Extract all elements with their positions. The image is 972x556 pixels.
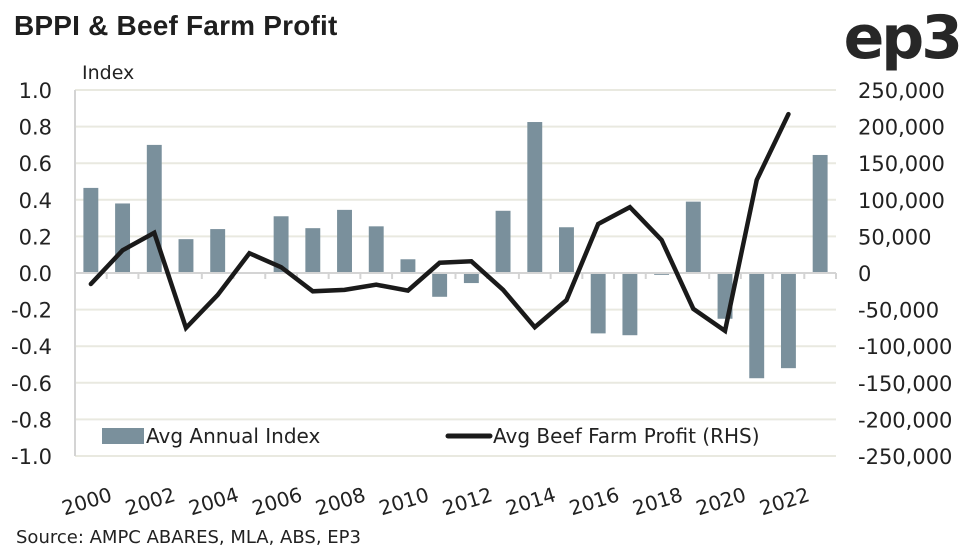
- right-tick-label: 50,000: [858, 225, 931, 249]
- source-note: Source: AMPC ABARES, MLA, ABS, EP3: [16, 527, 361, 548]
- axes: [74, 90, 837, 456]
- bar-2001: [115, 203, 131, 273]
- left-tick-label: -0.2: [11, 299, 52, 323]
- x-tick-label: 2016: [566, 482, 622, 520]
- x-tick-label: 2008: [313, 482, 369, 520]
- right-tick-label: -50,000: [858, 299, 939, 323]
- right-tick-label: 200,000: [858, 116, 945, 140]
- left-axis-ticks: 1.0 0.8 0.6 0.4 0.2 0.0 -0.2 -0.4 -0.6 -0.8 -1.0: [11, 79, 52, 469]
- right-axis-ticks: 250,000 200,000 150,000 100,000 50,000 0 -50,0…: [858, 79, 952, 469]
- bar-2007: [305, 228, 321, 273]
- bar-2016: [590, 273, 606, 334]
- left-axis-title: Index: [82, 62, 134, 84]
- bar-2012: [463, 273, 479, 284]
- bar-series: [83, 122, 828, 379]
- legend-bar-swatch: [102, 428, 144, 444]
- left-tick-label: 0.2: [19, 225, 52, 249]
- bar-2006: [273, 216, 289, 273]
- line-series: [88, 111, 791, 335]
- bar-2013: [495, 210, 511, 273]
- x-tick-label: 2020: [693, 482, 749, 520]
- legend: Avg Annual Index Avg Beef Farm Profit (R…: [102, 424, 760, 448]
- bar-2022: [780, 273, 796, 369]
- bar-2000: [83, 187, 99, 273]
- x-tick-label: 2022: [757, 482, 813, 520]
- right-tick-label: 100,000: [858, 189, 945, 213]
- right-tick-label: 250,000: [858, 79, 945, 103]
- x-tick-label: 2018: [630, 482, 686, 520]
- left-tick-label: -0.6: [11, 372, 52, 396]
- bar-2008: [337, 209, 352, 273]
- left-tick-label: 0.0: [19, 262, 52, 286]
- bar-2004: [210, 229, 226, 273]
- right-tick-label: 150,000: [858, 152, 945, 176]
- x-tick-label: 2012: [439, 482, 495, 520]
- bar-2011: [432, 273, 448, 297]
- right-tick-label: -200,000: [858, 408, 952, 432]
- left-tick-label: 1.0: [19, 79, 52, 103]
- x-tick-label: 2002: [122, 482, 178, 520]
- left-tick-label: 0.8: [19, 116, 52, 140]
- left-tick-label: 0.4: [19, 189, 52, 213]
- bar-2017: [622, 273, 638, 336]
- legend-bar-label: Avg Annual Index: [146, 424, 321, 448]
- ep3-logo: ep3: [843, 3, 963, 73]
- bar-2019: [685, 201, 701, 273]
- x-tick-label: 2006: [249, 482, 305, 520]
- chart-title: BPPI & Beef Farm Profit: [14, 10, 338, 41]
- bar-2014: [527, 122, 543, 274]
- x-tick-label: 2000: [59, 482, 115, 520]
- bar-2021: [749, 273, 765, 379]
- x-axis-ticks: 2000 2002 2004 2006 2008 2010 2012 2014 2016 2018…: [59, 482, 812, 520]
- left-tick-label: -0.8: [11, 408, 52, 432]
- right-tick-label: -250,000: [858, 445, 952, 469]
- bar-2023: [812, 154, 828, 273]
- bar-2015: [559, 227, 574, 273]
- left-tick-label: -1.0: [11, 445, 52, 469]
- x-tick-label: 2010: [376, 482, 432, 520]
- profit-line: [88, 111, 791, 335]
- bar-2010: [400, 259, 416, 273]
- x-tick-label: 2004: [186, 482, 242, 520]
- bar-2003: [178, 239, 194, 273]
- right-tick-label: -100,000: [858, 335, 952, 359]
- x-tick-label: 2014: [503, 482, 559, 520]
- legend-line-label: Avg Beef Farm Profit (RHS): [493, 424, 760, 448]
- left-tick-label: 0.6: [19, 152, 52, 176]
- bar-2009: [368, 226, 384, 273]
- right-tick-label: -150,000: [858, 372, 952, 396]
- left-tick-label: -0.4: [11, 335, 52, 359]
- right-tick-label: 0: [858, 262, 871, 286]
